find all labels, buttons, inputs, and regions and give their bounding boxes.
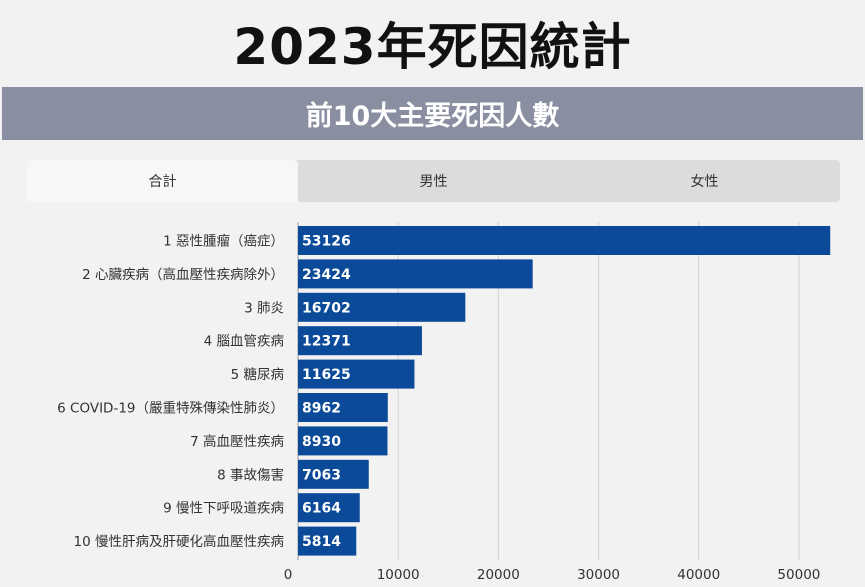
x-tick-label: 0 xyxy=(284,567,293,583)
category-label: 6 COVID-19（嚴重特殊傳染性肺炎） xyxy=(57,401,284,417)
bar xyxy=(298,526,357,556)
bar-value-label: 5814 xyxy=(302,534,341,550)
bar xyxy=(298,493,360,523)
bar xyxy=(298,459,369,489)
bar xyxy=(298,292,466,322)
bar-value-label: 7063 xyxy=(302,467,341,483)
category-label: 9 慢性下呼吸道疾病 xyxy=(163,500,284,517)
category-label: 7 高血壓性疾病 xyxy=(190,433,284,450)
tab-male[interactable]: 男性 xyxy=(419,174,448,190)
category-label: 3 肺炎 xyxy=(244,300,284,316)
x-tick-label: 20000 xyxy=(477,567,520,583)
category-label: 4 腦血管疾病 xyxy=(204,334,284,350)
bar-value-label: 16702 xyxy=(302,300,351,316)
bar xyxy=(298,226,831,255)
x-tick-label: 50000 xyxy=(777,567,820,583)
bar-value-label: 6164 xyxy=(302,501,341,517)
bar-value-label: 8962 xyxy=(302,401,341,417)
page-title: 2023年死因統計 xyxy=(233,18,632,76)
bar xyxy=(298,259,533,289)
bar xyxy=(298,359,415,389)
gender-tabs: 合計 男性 女性 xyxy=(27,160,840,202)
category-label: 8 事故傷害 xyxy=(217,467,284,483)
x-tick-label: 10000 xyxy=(377,567,420,583)
bar xyxy=(298,393,388,422)
x-tick-label: 30000 xyxy=(577,567,620,583)
chart-subtitle: 前10大主要死因人數 xyxy=(305,101,560,132)
bar-value-label: 8930 xyxy=(302,434,341,450)
bar xyxy=(298,326,422,356)
category-label: 1 惡性腫瘤（癌症） xyxy=(163,233,284,250)
bar xyxy=(298,426,388,456)
bar-value-label: 53126 xyxy=(302,234,351,250)
bar-value-label: 12371 xyxy=(302,334,351,350)
tab-female[interactable]: 女性 xyxy=(690,174,719,190)
x-tick-label: 40000 xyxy=(677,567,720,583)
category-label: 2 心臟疾病（高血壓性疾病除外） xyxy=(82,266,284,283)
chart-subtitle-bar: 前10大主要死因人數 xyxy=(2,87,863,140)
tab-total[interactable]: 合計 xyxy=(27,160,298,202)
category-label: 10 慢性肝病及肝硬化高血壓性疾病 xyxy=(74,533,284,550)
category-label: 5 糖尿病 xyxy=(231,367,284,383)
bar-value-label: 11625 xyxy=(302,367,351,383)
bar-value-label: 23424 xyxy=(302,267,351,283)
